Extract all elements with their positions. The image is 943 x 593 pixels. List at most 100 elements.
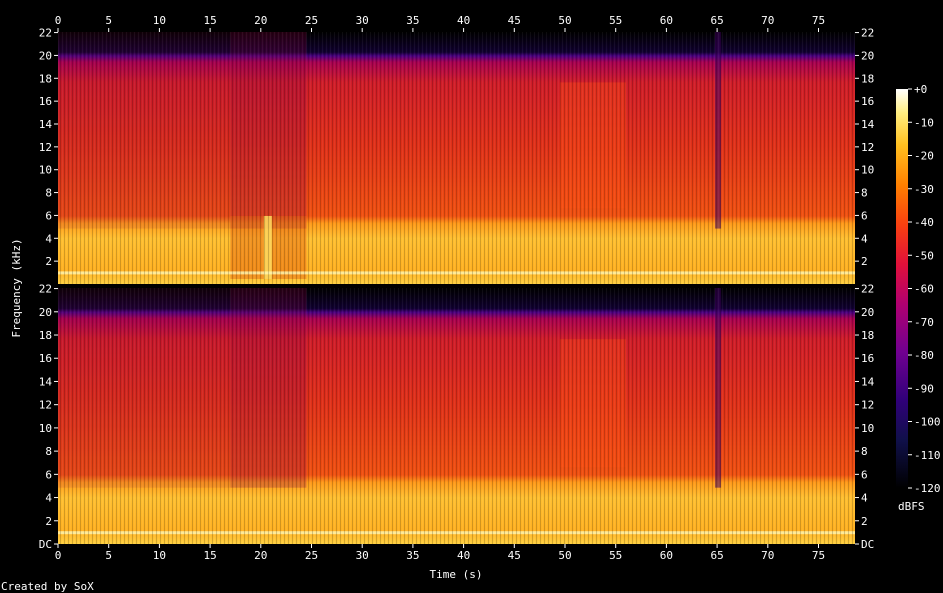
colorbar-tick-label: -120 [914, 482, 941, 495]
x-axis-top: 0 5 10 15 20 25 30 35 40 45 50 55 60 65 70 75 [55, 14, 825, 32]
x-tick-label: 50 [558, 549, 571, 562]
y-tick-label: 2 [45, 515, 52, 528]
y-tick-label: 12 [39, 141, 52, 154]
y-axis-label: Frequency (kHz) [10, 238, 23, 337]
x-tick-label: 75 [812, 549, 825, 562]
y-tick-label: 20 [861, 49, 874, 62]
y-tick-label: 8 [861, 445, 868, 458]
spectrogram-channel-1 [58, 32, 855, 284]
x-tick-label: 20 [254, 14, 267, 27]
y-tick-label: DC [39, 538, 52, 551]
x-tick-label: 20 [254, 549, 267, 562]
y-tick-label: 2 [45, 255, 52, 268]
x-tick-label: 75 [812, 14, 825, 27]
x-tick-label: 60 [660, 549, 673, 562]
spectrogram-channel-2 [58, 288, 855, 544]
y-tick-label: 10 [861, 422, 874, 435]
x-tick-label: 25 [305, 14, 318, 27]
colorbar-tick-label: -30 [914, 183, 934, 196]
x-tick-label: 65 [710, 14, 723, 27]
y-tick-label: 6 [861, 209, 868, 222]
y-tick-label: 18 [861, 329, 874, 342]
y-tick-label: 6 [45, 209, 52, 222]
y-tick-label: 18 [39, 329, 52, 342]
y-tick-label: 22 [39, 283, 52, 296]
x-axis-label: Time (s) [430, 568, 483, 581]
y-tick-label: 2 [861, 515, 868, 528]
x-tick-label: 15 [203, 549, 216, 562]
y-tick-label: 16 [39, 95, 52, 108]
y-tick-label: 18 [39, 72, 52, 85]
y-tick-label: 4 [861, 492, 868, 505]
y-tick-label: 22 [39, 27, 52, 40]
y-tick-label: 8 [45, 187, 52, 200]
y-tick-label: 10 [39, 164, 52, 177]
x-tick-label: 25 [305, 549, 318, 562]
y-tick-label: 20 [39, 49, 52, 62]
x-tick-label: 0 [55, 549, 62, 562]
y-tick-label: 14 [39, 118, 53, 131]
y-tick-label: 4 [45, 492, 52, 505]
colorbar-tick-label: -50 [914, 249, 934, 262]
x-tick-label: 50 [558, 14, 571, 27]
y-tick-label: 16 [39, 352, 52, 365]
texture [58, 32, 855, 284]
colorbar [896, 89, 908, 488]
y-tick-label: 18 [861, 72, 874, 85]
x-tick-label: 5 [105, 14, 112, 27]
x-tick-label: 55 [609, 549, 622, 562]
colorbar-label: dBFS [898, 500, 925, 513]
x-tick-label: 0 [55, 14, 62, 27]
colorbar-ticks: +0 -10 -20 -30 -40 -50 -60 -70 -80 -90 -100 -110 -12… [908, 83, 941, 495]
y-tick-label: 14 [39, 375, 53, 388]
x-tick-label: 60 [660, 14, 673, 27]
colorbar-tick-label: -90 [914, 382, 934, 395]
x-tick-label: 45 [508, 14, 521, 27]
y-tick-label: 4 [861, 232, 868, 245]
x-tick-label: 40 [457, 14, 470, 27]
colorbar-tick-label: +0 [914, 83, 927, 96]
texture [58, 288, 855, 544]
y-tick-label: 12 [861, 141, 874, 154]
y-tick-label: 20 [39, 306, 52, 319]
x-tick-label: 10 [153, 14, 166, 27]
x-tick-label: 70 [761, 549, 774, 562]
y-tick-label: 10 [39, 422, 52, 435]
x-tick-label: 55 [609, 14, 622, 27]
y-tick-label: 16 [861, 95, 874, 108]
colorbar-tick-label: -20 [914, 150, 934, 163]
y-tick-label: 14 [861, 118, 875, 131]
x-tick-label: 15 [203, 14, 216, 27]
y-tick-label: 4 [45, 232, 52, 245]
colorbar-tick-label: -40 [914, 216, 934, 229]
y-tick-label: 22 [861, 283, 874, 296]
y-tick-label: 8 [45, 445, 52, 458]
y-tick-label: 16 [861, 352, 874, 365]
x-tick-label: 30 [356, 14, 369, 27]
y-tick-label: 2 [861, 255, 868, 268]
y-tick-label: 10 [861, 164, 874, 177]
credit-text: Created by SoX [1, 580, 94, 593]
y-tick-label: DC [861, 538, 874, 551]
y-tick-label: 12 [861, 399, 874, 412]
y-tick-label: 6 [861, 468, 868, 481]
x-tick-label: 35 [406, 549, 419, 562]
colorbar-tick-label: -110 [914, 449, 941, 462]
x-axis-bottom: 0 5 10 15 20 25 30 35 40 45 50 55 60 65 70 75 [55, 544, 825, 562]
x-tick-label: 5 [105, 549, 112, 562]
y-tick-label: 20 [861, 306, 874, 319]
y-tick-label: 12 [39, 399, 52, 412]
colorbar-tick-label: -60 [914, 283, 934, 296]
colorbar-tick-label: -70 [914, 316, 934, 329]
x-tick-label: 70 [761, 14, 774, 27]
colorbar-tick-label: -80 [914, 349, 934, 362]
y-tick-label: 8 [861, 187, 868, 200]
y-tick-label: 6 [45, 468, 52, 481]
colorbar-tick-label: -100 [914, 416, 941, 429]
x-tick-label: 10 [153, 549, 166, 562]
y-tick-label: 14 [861, 375, 875, 388]
x-tick-label: 35 [406, 14, 419, 27]
x-tick-label: 30 [356, 549, 369, 562]
